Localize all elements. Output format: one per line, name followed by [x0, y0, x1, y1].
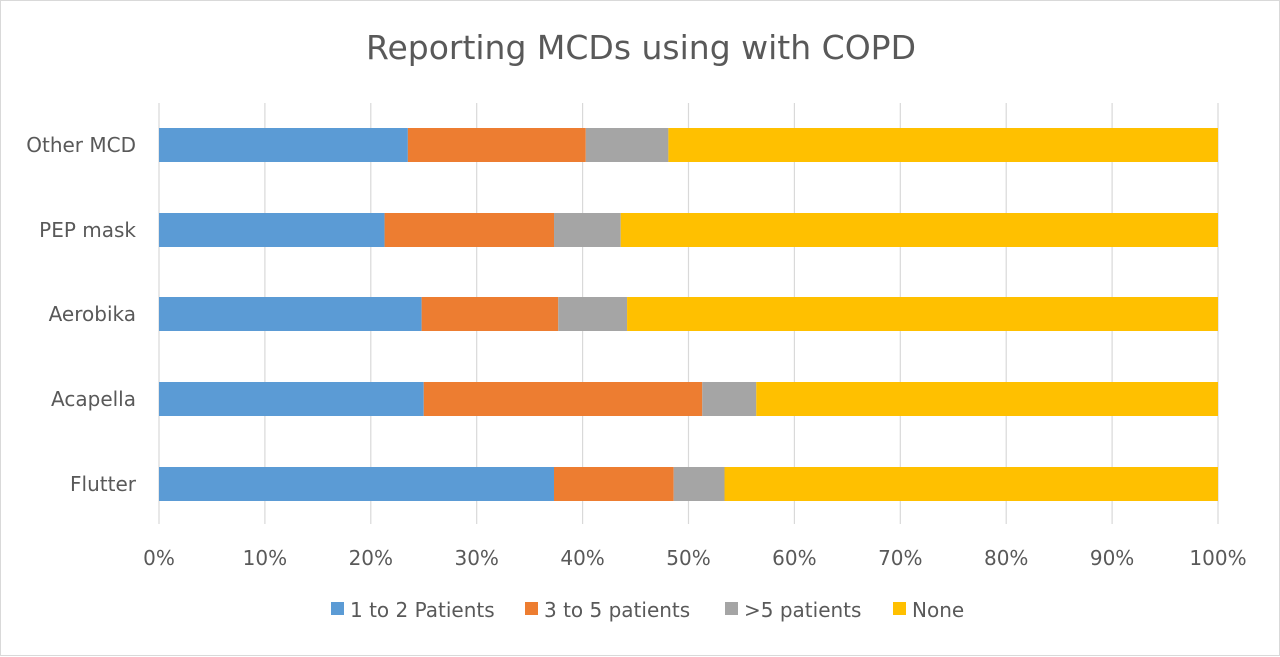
bar-segment	[673, 467, 725, 501]
bar-segment	[554, 467, 674, 501]
bar-segment	[585, 128, 669, 162]
legend-swatch	[525, 602, 538, 615]
legend-label: None	[912, 598, 964, 622]
x-tick-label: 20%	[349, 546, 393, 570]
bar-segment	[668, 128, 1218, 162]
x-tick-label: 50%	[666, 546, 710, 570]
x-tick-label: 100%	[1189, 546, 1246, 570]
bar-segment	[159, 213, 385, 247]
bar-segment	[384, 213, 555, 247]
chart-title: Reporting MCDs using with COPD	[366, 28, 916, 67]
x-tick-label: 90%	[1090, 546, 1134, 570]
bar-segment	[159, 382, 424, 416]
legend: 1 to 2 Patients 3 to 5 patients >5 patient…	[331, 598, 964, 622]
bar-segment	[421, 297, 559, 331]
bar-segment	[756, 382, 1218, 416]
category-label: Other MCD	[26, 133, 136, 157]
x-tick-label: 70%	[878, 546, 922, 570]
bar-segment	[159, 297, 422, 331]
x-tick-label: 40%	[560, 546, 604, 570]
category-label: Aerobika	[49, 302, 136, 326]
bar-segment	[159, 128, 408, 162]
bar-segment	[702, 382, 757, 416]
x-tick-label: 10%	[243, 546, 287, 570]
bar-segment	[159, 467, 555, 501]
category-label: Acapella	[51, 387, 136, 411]
bar-segment	[407, 128, 586, 162]
bar-segment	[724, 467, 1218, 501]
y-axis-labels: Other MCD PEP mask Aerobika Acapella Flutter	[26, 133, 137, 496]
legend-swatch	[725, 602, 738, 615]
legend-label: 1 to 2 Patients	[350, 598, 495, 622]
x-tick-label: 60%	[772, 546, 816, 570]
bar-segment	[423, 382, 703, 416]
category-label: Flutter	[70, 472, 137, 496]
x-tick-label: 0%	[143, 546, 175, 570]
x-tick-label: 30%	[454, 546, 498, 570]
bar-segment	[558, 297, 628, 331]
bars	[159, 128, 1218, 501]
x-axis-ticks: 0% 10% 20% 30% 40% 50% 60% 70% 80% 90% 100%	[143, 546, 1246, 570]
x-tick-label: 80%	[984, 546, 1028, 570]
legend-swatch	[331, 602, 344, 615]
bar-segment	[627, 297, 1218, 331]
bar-segment	[620, 213, 1218, 247]
legend-label: >5 patients	[744, 598, 861, 622]
bar-segment	[554, 213, 621, 247]
legend-swatch	[893, 602, 906, 615]
legend-label: 3 to 5 patients	[544, 598, 690, 622]
category-label: PEP mask	[39, 218, 136, 242]
